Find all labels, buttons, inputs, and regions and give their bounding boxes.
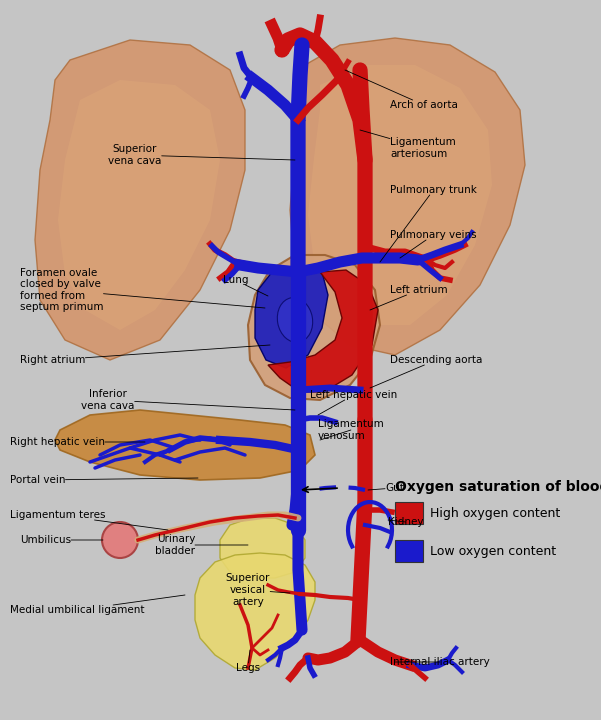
Text: Lung: Lung bbox=[222, 275, 268, 296]
Text: Superior
vena cava: Superior vena cava bbox=[108, 144, 295, 166]
Text: Internal iliac artery: Internal iliac artery bbox=[390, 657, 490, 667]
Text: Portal vein: Portal vein bbox=[10, 475, 198, 485]
Polygon shape bbox=[255, 266, 328, 368]
Text: Arch of aorta: Arch of aorta bbox=[345, 70, 458, 110]
Text: Legs: Legs bbox=[236, 650, 260, 673]
Polygon shape bbox=[290, 38, 525, 355]
Text: Left atrium: Left atrium bbox=[370, 285, 448, 310]
Ellipse shape bbox=[277, 297, 313, 343]
Polygon shape bbox=[248, 255, 380, 400]
Text: Low oxygen content: Low oxygen content bbox=[430, 546, 556, 559]
Text: Right hepatic vein: Right hepatic vein bbox=[10, 437, 145, 447]
FancyBboxPatch shape bbox=[395, 540, 423, 562]
Text: Oxygen saturation of blood: Oxygen saturation of blood bbox=[395, 480, 601, 494]
Text: Ligamentum teres: Ligamentum teres bbox=[10, 510, 168, 530]
Text: High oxygen content: High oxygen content bbox=[430, 508, 560, 521]
Text: Ligamentum
venosum: Ligamentum venosum bbox=[318, 419, 384, 441]
Text: Inferior
vena cava: Inferior vena cava bbox=[81, 390, 295, 411]
Text: Gut: Gut bbox=[368, 483, 404, 493]
Polygon shape bbox=[195, 553, 315, 670]
Text: Medial umbilical ligament: Medial umbilical ligament bbox=[10, 595, 185, 615]
Text: Right atrium: Right atrium bbox=[20, 345, 270, 365]
Text: Ligamentum
arteriosum: Ligamentum arteriosum bbox=[360, 130, 456, 159]
Text: Pulmonary veins: Pulmonary veins bbox=[390, 230, 477, 258]
Polygon shape bbox=[308, 65, 492, 325]
Text: Superior
vesical
artery: Superior vesical artery bbox=[226, 573, 290, 606]
Polygon shape bbox=[35, 40, 245, 360]
Text: Umbilicus: Umbilicus bbox=[20, 535, 103, 545]
Text: Left hepatic vein: Left hepatic vein bbox=[310, 390, 397, 415]
Polygon shape bbox=[55, 410, 315, 480]
Polygon shape bbox=[58, 80, 220, 330]
Text: Descending aorta: Descending aorta bbox=[370, 355, 483, 388]
Polygon shape bbox=[220, 518, 305, 578]
Text: Pulmonary trunk: Pulmonary trunk bbox=[380, 185, 477, 262]
Text: Urinary
bladder: Urinary bladder bbox=[155, 534, 248, 556]
FancyBboxPatch shape bbox=[395, 502, 423, 524]
Text: Kidney: Kidney bbox=[388, 517, 424, 527]
Text: Foramen ovale
closed by valve
formed from
septum primum: Foramen ovale closed by valve formed fro… bbox=[20, 268, 265, 312]
Polygon shape bbox=[268, 270, 378, 392]
Circle shape bbox=[102, 522, 138, 558]
